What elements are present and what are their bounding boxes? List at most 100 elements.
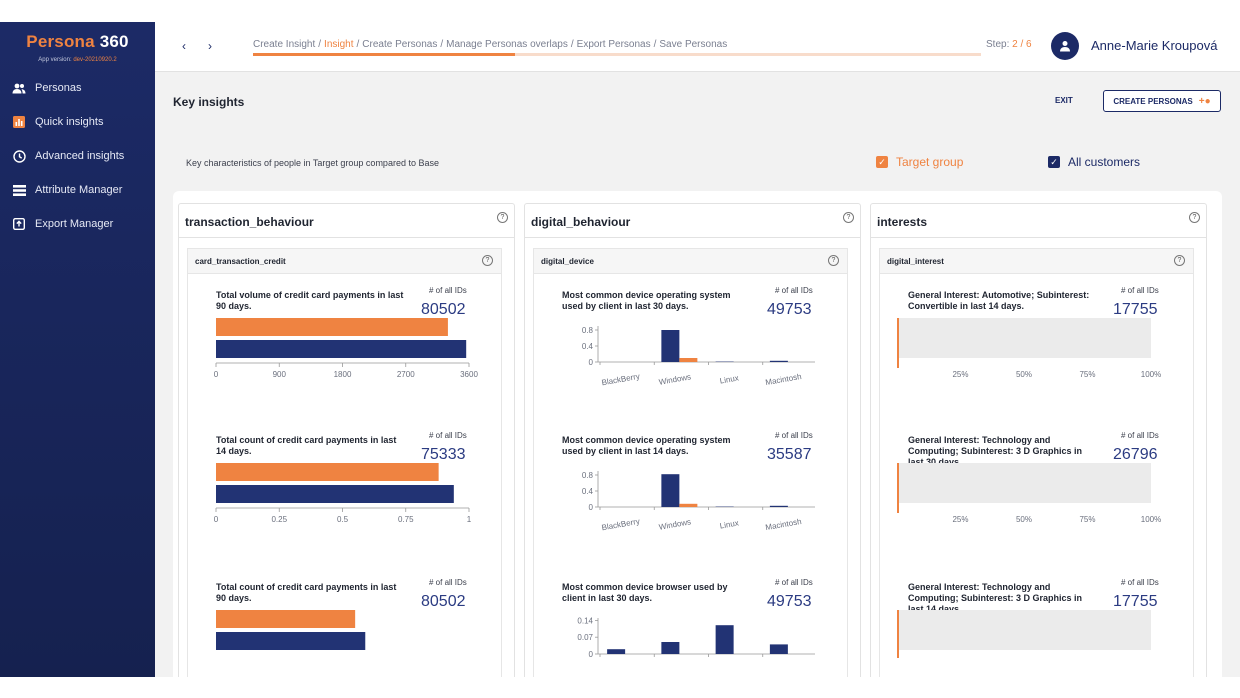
sidebar-item-label: Export Manager (35, 218, 114, 230)
insight-column: interests? digital_interest? General Inter… (870, 203, 1207, 677)
check-icon: ✓ (876, 156, 888, 168)
insight-chart (897, 610, 1151, 658)
breadcrumb-separator: / (653, 39, 657, 50)
y-tick-label: 0.4 (582, 487, 594, 496)
step-current: 2 (1012, 39, 1018, 50)
x-tick-label: 900 (273, 370, 287, 379)
sidebar-item-export-manager[interactable]: Export Manager (0, 207, 155, 241)
breadcrumb-create-personas[interactable]: Create Personas (362, 39, 438, 50)
sidebar-item-attribute-manager[interactable]: Attribute Manager (0, 173, 155, 207)
step-total: / 6 (1017, 39, 1032, 50)
bar-target-group (216, 463, 439, 481)
user-name[interactable]: Anne-Marie Kroupová (1091, 38, 1218, 53)
bar-all-customers (769, 505, 788, 507)
insight-chart: 25% 50% 75% 100% (897, 318, 1161, 379)
card-title: Total count of credit card payments in l… (216, 435, 397, 456)
y-tick-label: 0.14 (577, 616, 593, 625)
insight-chart: 0 0.25 0.5 0.75 1 (214, 463, 472, 524)
insight-chart (216, 610, 366, 650)
back-arrow-icon[interactable]: ‹ (182, 39, 186, 53)
bar-target-group (679, 503, 698, 507)
column-header: transaction_behaviour? (179, 204, 514, 238)
breadcrumb-manage-overlaps[interactable]: Manage Personas overlaps (446, 39, 568, 50)
y-tick-label: 0 (589, 358, 594, 367)
x-tick-label: 50% (1016, 370, 1032, 379)
all-ids-label: # of all IDs (1121, 578, 1159, 587)
create-personas-button[interactable]: CREATE PERSONAS +● (1103, 90, 1221, 112)
x-tick-label: Linux (719, 518, 739, 530)
version-label: App version: (38, 57, 74, 63)
x-tick-label: 1800 (334, 370, 352, 379)
bar-all-customers (216, 632, 366, 650)
x-tick-label: 3600 (460, 370, 478, 379)
exit-button[interactable]: EXIT (1055, 96, 1073, 105)
breadcrumb-insight[interactable]: Insight (324, 39, 354, 50)
all-customers-label: All customers (1068, 155, 1141, 169)
step-indicator: Step: 2 / 6 (986, 39, 1032, 50)
help-icon[interactable]: ? (843, 212, 854, 223)
all-ids-count: 75333 (421, 446, 466, 463)
insight-chart: 0 900 1800 2700 3600 (214, 318, 478, 379)
sidebar: Persona 360 App version: dev-20210920.2 … (0, 22, 155, 677)
forward-arrow-icon[interactable]: › (208, 39, 212, 53)
card-title: Total count of credit card payments in l… (216, 582, 397, 603)
bar-all-customers (661, 330, 680, 362)
insight-card: Most common device browser used by clien… (534, 566, 849, 677)
insight-card: Most common device operating system used… (534, 274, 849, 404)
breadcrumb-separator: / (440, 39, 444, 50)
bar-all-customers (607, 649, 626, 654)
card-title: General Interest: Technology and Computi… (908, 582, 1083, 614)
x-tick-label: 0.5 (337, 515, 349, 524)
bar-all-customers (769, 644, 788, 654)
breadcrumb-save-personas[interactable]: Save Personas (659, 39, 728, 50)
users-icon (12, 81, 26, 95)
all-ids-count: 17755 (1113, 593, 1158, 610)
sidebar-item-label: Attribute Manager (35, 184, 123, 196)
insight-chart: 0 0.4 0.8 BlackBerry Windows Linux Macintosh (582, 471, 815, 532)
top-bar: ‹ › Create Insight / Insight / Create Person… (155, 22, 1240, 72)
x-tick-label: 2700 (397, 370, 415, 379)
all-customers-checkbox[interactable]: ✓ All customers (1048, 155, 1140, 169)
column-header: digital_behaviour? (525, 204, 860, 238)
x-tick-label: 100% (1141, 370, 1161, 379)
bar-all-customers (897, 610, 1151, 650)
all-ids-count: 80502 (421, 301, 466, 318)
target-group-checkbox[interactable]: ✓ Target group (876, 155, 963, 169)
column-title: digital_behaviour (531, 215, 631, 229)
help-icon[interactable]: ? (497, 212, 508, 223)
sidebar-item-advanced-insights[interactable]: Advanced insights (0, 139, 155, 173)
x-tick-label: 75% (1079, 515, 1095, 524)
brand-logo[interactable]: Persona 360 (0, 32, 155, 52)
avatar[interactable] (1051, 32, 1079, 60)
bar-all-customers (216, 485, 454, 503)
help-icon[interactable]: ? (1174, 255, 1185, 266)
sidebar-item-personas[interactable]: Personas (0, 71, 155, 105)
x-tick-label: 1 (467, 515, 472, 524)
sidebar-item-quick-insights[interactable]: Quick insights (0, 105, 155, 139)
help-icon[interactable]: ? (1189, 212, 1200, 223)
breadcrumb: Create Insight / Insight / Create Personas / M… (253, 39, 727, 50)
subcategory-title: digital_interest (887, 257, 944, 266)
insight-card: Total count of credit card payments in l… (188, 566, 503, 677)
y-tick-label: 0 (589, 650, 594, 659)
help-icon[interactable]: ? (482, 255, 493, 266)
insight-description: Key characteristics of people in Target … (186, 158, 439, 168)
breadcrumb-create-insight[interactable]: Create Insight (253, 39, 316, 50)
export-icon (12, 217, 26, 231)
bar-target-group (679, 358, 698, 362)
x-tick-label: 100% (1141, 515, 1161, 524)
all-ids-count: 49753 (767, 301, 812, 318)
all-ids-label: # of all IDs (775, 286, 813, 295)
all-ids-label: # of all IDs (775, 578, 813, 587)
insight-card: Total volume of credit card payments in … (188, 274, 503, 404)
breadcrumb-export-personas[interactable]: Export Personas (576, 39, 651, 50)
card-title: Most common device operating system used… (562, 435, 731, 456)
target-marker (897, 318, 899, 368)
brand-name: Persona (26, 32, 95, 51)
bar-all-customers (661, 474, 680, 507)
help-icon[interactable]: ? (828, 255, 839, 266)
bar-target-group (216, 610, 356, 628)
step-label: Step: (986, 39, 1013, 50)
insight-card: Most common device operating system used… (534, 419, 849, 549)
insight-chart: 0 0.4 0.8 BlackBerry Windows Linux Macintosh (582, 326, 815, 387)
